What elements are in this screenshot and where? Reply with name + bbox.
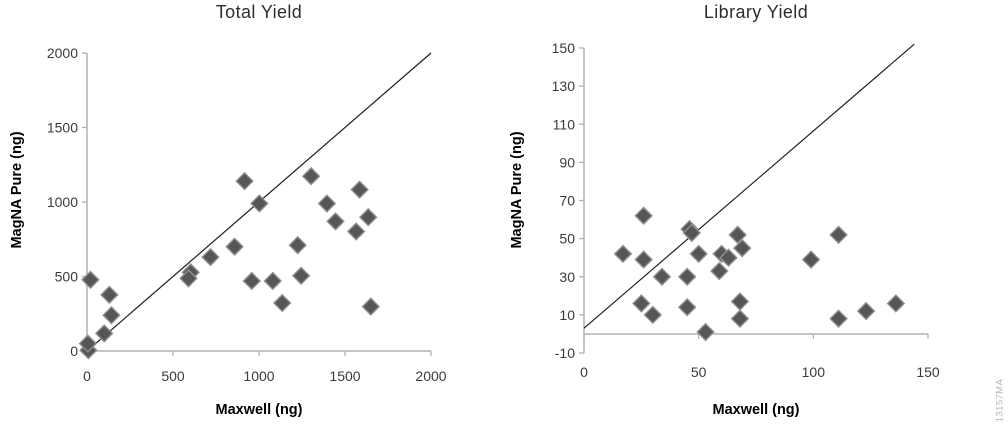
data-point <box>100 285 119 305</box>
y-tick-label: 90 <box>559 154 575 170</box>
x-tick-label: 100 <box>802 364 826 380</box>
data-point <box>94 324 114 343</box>
y-tick-label: 10 <box>559 307 575 323</box>
data-point <box>728 225 747 245</box>
y-tick-label: 2000 <box>47 45 78 61</box>
library-yield-chart: Library Yield MagNA Pure (ng) 0 50 100 150-… <box>504 0 1008 430</box>
data-point <box>346 222 366 241</box>
y-tick-label: 50 <box>559 231 575 247</box>
data-point <box>719 248 738 267</box>
data-point <box>677 297 697 317</box>
data-point <box>358 207 378 227</box>
x-tick-label: 500 <box>161 368 185 384</box>
x-tick-label: 1000 <box>243 368 274 384</box>
x-axis-title: Maxwell (ng) <box>215 402 303 418</box>
x-tick-label: 0 <box>580 364 588 380</box>
library-yield-plot-area: 0 50 100 150 -10 10 30 50 70 90 110 130 150 <box>552 40 940 380</box>
x-tick-label: 50 <box>691 364 707 380</box>
data-point <box>829 309 848 328</box>
data-point <box>634 206 653 226</box>
y-tick-label: 130 <box>552 78 576 94</box>
data-point <box>78 334 98 353</box>
x-axis-title: Maxwell (ng) <box>712 402 800 418</box>
data-point <box>856 301 876 321</box>
x-tick-label: 1500 <box>329 368 360 384</box>
data-point <box>632 294 651 313</box>
x-tick-label: 2000 <box>415 368 446 384</box>
data-point <box>682 223 702 243</box>
x-tick-label: 0 <box>83 368 91 384</box>
figure-id-label: 13157MA <box>994 378 1006 423</box>
data-point <box>634 250 653 269</box>
chart-title-total-yield: Total Yield <box>215 2 303 22</box>
data-point <box>732 238 752 258</box>
data-point <box>102 305 121 325</box>
data-point <box>272 293 292 313</box>
data-point <box>643 305 663 325</box>
chart-title-library-yield: Library Yield <box>703 2 809 22</box>
data-point <box>677 267 697 287</box>
y-tick-label: 110 <box>553 116 576 132</box>
total-yield-chart: Total Yield MagNA Pure (ng) 0 500 1000 1500… <box>9 2 447 418</box>
y-tick-label: 1500 <box>47 120 78 136</box>
y-tick-label: -10 <box>555 345 575 361</box>
data-point <box>652 267 672 287</box>
data-point <box>235 171 254 191</box>
total-yield-plot-area: 0 500 1000 1500 2000 0 500 1000 1500 2000 <box>47 45 447 384</box>
data-point <box>886 294 906 313</box>
data-point <box>250 194 269 213</box>
identity-line <box>583 43 915 329</box>
data-point <box>801 250 821 269</box>
data-point <box>696 322 715 342</box>
y-tick-label: 150 <box>552 40 576 56</box>
data-point <box>263 271 283 291</box>
data-point <box>81 270 100 290</box>
data-point <box>730 292 750 311</box>
data-point <box>350 180 369 199</box>
data-point <box>317 194 337 213</box>
data-point <box>225 237 244 256</box>
data-point <box>326 212 345 231</box>
y-tick-label: 500 <box>55 269 79 285</box>
data-point <box>291 266 311 286</box>
y-tick-label: 30 <box>559 269 575 285</box>
data-point <box>613 244 633 264</box>
x-tick-label: 150 <box>916 364 940 380</box>
data-point <box>689 244 708 264</box>
data-point <box>829 225 848 245</box>
data-point <box>710 261 729 281</box>
y-tick-label: 70 <box>559 193 575 209</box>
y-tick-label: 1000 <box>47 194 78 210</box>
data-point <box>201 247 220 267</box>
data-point <box>730 309 750 328</box>
data-point <box>361 297 381 316</box>
data-point <box>301 166 321 186</box>
data-point <box>288 235 307 255</box>
y-tick-label: 0 <box>70 343 78 359</box>
data-point <box>242 271 262 291</box>
data-point <box>179 269 198 288</box>
